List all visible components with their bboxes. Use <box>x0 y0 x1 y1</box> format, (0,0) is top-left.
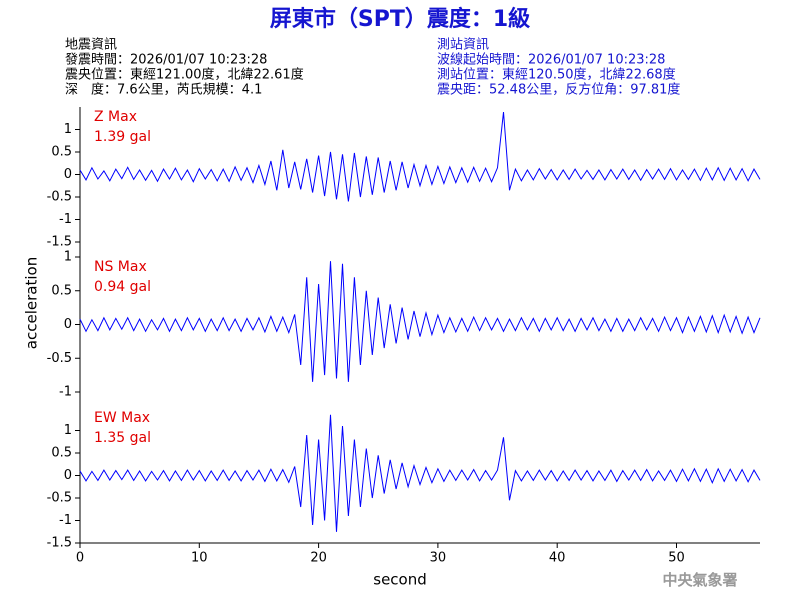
info-line: 測站位置：東經120.50度，北緯22.68度 <box>437 67 676 83</box>
y-tick-label: 1 <box>64 122 72 137</box>
panel-label: NS Max <box>94 259 147 275</box>
footer: 中央氣象署 <box>662 571 737 589</box>
waveform <box>79 414 761 532</box>
info-line: 地震資訊 <box>65 38 117 53</box>
panel-label: EW Max <box>94 410 150 426</box>
y-tick-label: 0 <box>64 468 72 483</box>
info-line: 測站資訊 <box>437 38 489 53</box>
waveform <box>79 261 761 382</box>
info-line: 發震時間：2026/01/07 10:23:28 <box>65 53 267 68</box>
y-axis-label: acceleration <box>23 257 41 349</box>
y-tick-label: -1 <box>59 385 72 400</box>
x-tick-label: 50 <box>668 551 685 566</box>
panel-annotation: 1.35 gal <box>94 430 151 446</box>
y-tick-label: -0.5 <box>47 491 72 506</box>
y-tick-label: 0 <box>64 167 72 182</box>
chart-title: 屏東市（SPT）震度：1級 <box>270 6 530 32</box>
y-tick-label: -1.5 <box>47 235 72 250</box>
panel-label: Z Max <box>94 109 137 125</box>
panel-annotation: 1.39 gal <box>94 129 151 145</box>
y-tick-label: 0.5 <box>51 446 72 461</box>
x-tick-label: 10 <box>191 551 208 566</box>
info-line: 深 度：7.6公里，芮氏規模：4.1 <box>65 82 262 98</box>
panel-annotation: 0.94 gal <box>94 279 151 295</box>
info-line: 震央位置：東經121.00度，北緯22.61度 <box>65 67 304 83</box>
x-tick-label: 20 <box>310 551 327 566</box>
y-tick-label: -1 <box>59 212 72 227</box>
x-tick-label: 30 <box>430 551 447 566</box>
waveform <box>79 111 761 202</box>
y-tick-label: 1 <box>64 250 72 265</box>
y-tick-label: 0 <box>64 317 72 332</box>
y-tick-label: -0.5 <box>47 190 72 205</box>
y-tick-label: -0.5 <box>47 351 72 366</box>
x-axis-label: second <box>373 571 427 589</box>
x-tick-label: 40 <box>549 551 566 566</box>
y-tick-label: 0.5 <box>51 145 72 160</box>
x-tick-label: 0 <box>76 551 84 566</box>
y-tick-label: 1 <box>64 423 72 438</box>
y-tick-label: 0.5 <box>51 283 72 298</box>
y-tick-label: -1 <box>59 513 72 528</box>
y-tick-label: -1.5 <box>47 536 72 551</box>
info-line: 波線起始時間：2026/01/07 10:23:28 <box>437 52 665 68</box>
info-line: 震央距：52.48公里，反方位角：97.81度 <box>437 82 680 98</box>
